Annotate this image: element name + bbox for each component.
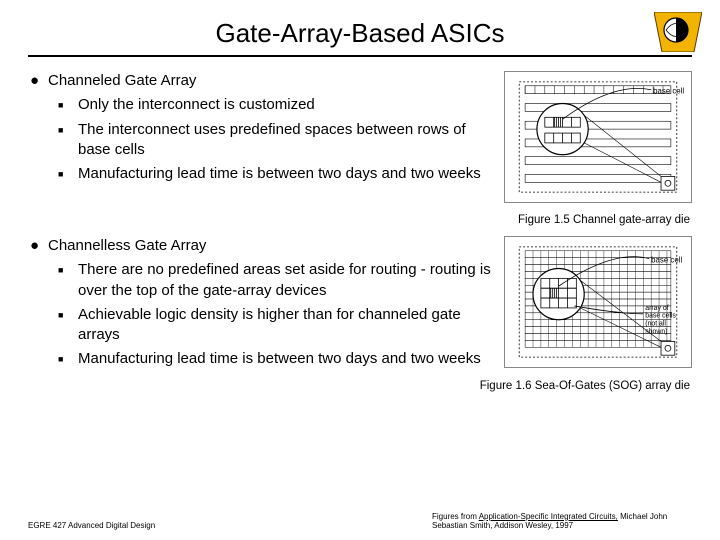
bullets-channeled: ● Channeled Gate Array ■ Only the interc… <box>28 71 494 188</box>
bullet-text: Only the interconnect is customized <box>78 95 315 115</box>
list-item: ■ The interconnect uses predefined space… <box>58 120 494 161</box>
logo-icon <box>654 12 702 52</box>
list-item: ■ Manufacturing lead time is between two… <box>58 349 494 369</box>
bullets-channelless: ● Channelless Gate Array ■ There are no … <box>28 236 494 374</box>
figure1-wrap: base cell <box>504 71 692 208</box>
fig1-basecell-label: base cell <box>653 87 684 96</box>
list-item: ■ Only the interconnect is customized <box>58 95 494 115</box>
bullet-text: Achievable logic density is higher than … <box>78 305 494 346</box>
bullet-lvl2-icon: ■ <box>58 95 78 115</box>
footer-right: Figures from Application-Specific Integr… <box>432 512 692 530</box>
footer-prefix: Figures from <box>432 512 479 521</box>
list-item: ■ There are no predefined areas set asid… <box>58 260 494 301</box>
fig2-basecell-label: base cell <box>651 256 682 265</box>
bullet-text: Manufacturing lead time is between two d… <box>78 164 481 184</box>
bullet-lvl1-icon: ● <box>28 236 48 256</box>
page-title: Gate-Array-Based ASICs <box>28 18 692 49</box>
slide: Gate-Array-Based ASICs ● Channeled Gate … <box>0 0 720 540</box>
bullet-text: Manufacturing lead time is between two d… <box>78 349 481 369</box>
footer-source: Application-Specific Integrated Circuits… <box>479 512 618 521</box>
list-item: ● Channeled Gate Array <box>28 71 494 91</box>
bullet-lvl2-icon: ■ <box>58 349 78 369</box>
bullet-text: The interconnect uses predefined spaces … <box>78 120 494 161</box>
footer: EGRE 427 Advanced Digital Design Figures… <box>28 512 692 530</box>
bullet-lvl2-icon: ■ <box>58 260 78 301</box>
list-item: ■ Achievable logic density is higher tha… <box>58 305 494 346</box>
list-item: ● Channelless Gate Array <box>28 236 494 256</box>
svg-text:(not all: (not all <box>645 321 666 328</box>
list-item: ■ Manufacturing lead time is between two… <box>58 164 494 184</box>
footer-left: EGRE 427 Advanced Digital Design <box>28 521 155 530</box>
figure-channeled-icon: base cell <box>504 71 692 203</box>
section2-heading: Channelless Gate Array <box>48 236 206 256</box>
section-channelless: ● Channelless Gate Array ■ There are no … <box>28 236 692 374</box>
figure-channelless-icon: base cell array of base cells (not all s… <box>504 236 692 368</box>
figure2-caption: Figure 1.6 Sea-Of-Gates (SOG) array die <box>28 380 692 392</box>
bullet-lvl2-icon: ■ <box>58 305 78 346</box>
bullet-text: There are no predefined areas set aside … <box>78 260 494 301</box>
title-row: Gate-Array-Based ASICs <box>28 18 692 57</box>
bullet-lvl2-icon: ■ <box>58 164 78 184</box>
figure1-caption: Figure 1.5 Channel gate-array die <box>28 214 692 226</box>
svg-text:base cells: base cells <box>645 313 676 320</box>
section1-heading: Channeled Gate Array <box>48 71 196 91</box>
section-channeled: ● Channeled Gate Array ■ Only the interc… <box>28 71 692 208</box>
figure2-wrap: base cell array of base cells (not all s… <box>504 236 692 373</box>
bullet-lvl1-icon: ● <box>28 71 48 91</box>
svg-text:array of: array of <box>645 305 668 312</box>
bullet-lvl2-icon: ■ <box>58 120 78 161</box>
